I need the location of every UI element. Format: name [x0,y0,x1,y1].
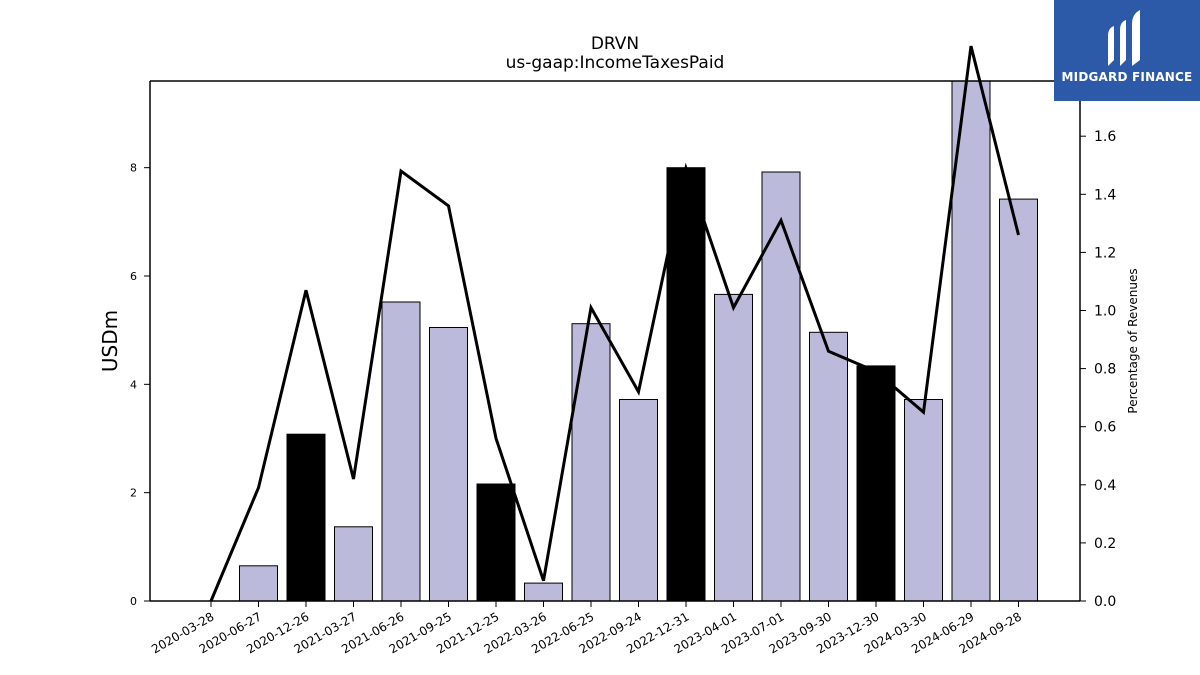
y-tick-label: 4 [130,378,137,391]
y2-tick-label: 1.4 [1094,187,1116,203]
bar-2023-04-01 [714,293,753,602]
bar-2022-03-26 [524,582,563,602]
y2-tick-label: 0.8 [1094,362,1116,378]
y2-axis-label: Percentage of Revenues [1126,268,1140,413]
chart-title: DRVN [591,34,639,54]
bar-2021-06-26 [381,301,421,602]
y2-tick-label: 0.6 [1094,420,1116,436]
y2-tick-label: 0.2 [1094,536,1116,552]
chart-subtitle: us-gaap:IncomeTaxesPaid [506,53,725,73]
bar-series [239,80,1038,602]
y2-tick-label: 1.0 [1094,303,1116,319]
bar-2021-09-25 [429,327,468,602]
y-axis-label: USDm [98,310,122,372]
midgard-finance-logo: MIDGARD FINANCE [1054,0,1200,101]
percentage-of-revenues-line [209,45,1020,602]
bar-2023-09-30 [809,331,848,602]
y-tick-label: 0 [130,595,137,608]
y-tick-label: 2 [130,487,137,500]
bar-2023-12-30 [856,365,896,602]
line-series [209,45,1020,602]
y2-tick-label: 0.0 [1094,594,1116,610]
bar-2022-09-24 [619,399,658,602]
y-tick-label: 6 [130,270,137,283]
bar-2024-09-28 [999,198,1038,602]
bar-2020-06-27 [239,565,278,602]
logo-mark-icon [1108,10,1140,66]
bar-2021-12-25 [476,483,516,602]
bar-2022-06-25 [571,323,611,602]
y2-tick-label: 0.4 [1094,478,1116,494]
bar-2021-03-27 [334,526,373,602]
bar-2023-07-01 [761,171,801,602]
logo-text: MIDGARD FINANCE [1061,70,1193,84]
bar-2020-12-26 [286,433,326,602]
bar-2024-03-30 [904,399,943,602]
y-tick-label: 8 [130,162,137,175]
bar-2024-06-29 [951,80,991,602]
y2-tick-label: 1.2 [1094,245,1116,261]
bar-2022-12-31 [666,167,706,602]
y2-tick-label: 1.6 [1094,129,1116,145]
